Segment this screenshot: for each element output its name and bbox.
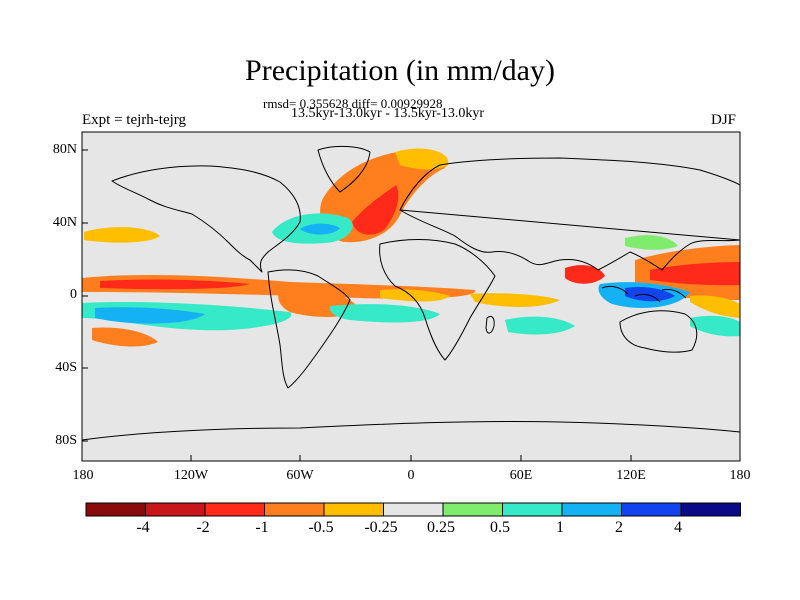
- anomaly-south-pacific-east-wet: [690, 315, 740, 337]
- anomaly-west-pacific-strong: [650, 262, 740, 286]
- colorbar-swatch: [621, 503, 681, 516]
- x-tick-label-0: 0: [407, 468, 415, 483]
- colorbar-label: -2: [196, 519, 210, 536]
- coast-south-america: [267, 269, 351, 389]
- coastlines: [81, 145, 741, 441]
- coast-maritime-islands: [601, 285, 687, 303]
- colorbar-swatch: [324, 503, 384, 516]
- anomaly-north-atlantic-wet-core: [300, 223, 340, 235]
- x-tick-label-120w: 120W: [173, 468, 209, 483]
- anomaly-greenland-sea: [395, 148, 449, 170]
- colorbar-frame: [85, 502, 741, 517]
- x-tick-label-180e: 180: [729, 468, 751, 483]
- colorbar-label: -4: [136, 519, 150, 536]
- anomaly-itcz-strong: [100, 279, 250, 290]
- period-label: 13.5kyr-13.0kyr - 13.5kyr-13.0kyr: [291, 106, 485, 121]
- colorbar-label: 4: [674, 519, 682, 536]
- colorbar-swatch: [681, 503, 741, 516]
- colorbar-swatch: [502, 503, 562, 516]
- stats-line: rmsd= 0.355628 diff= 0.00929928: [263, 96, 443, 111]
- colorbar-label: 0.5: [490, 519, 510, 536]
- anomaly-south-pacific-wet-core: [95, 307, 205, 324]
- axis-ticks: [82, 149, 632, 461]
- coast-antarctica: [81, 420, 741, 441]
- x-tick-label-60e: 60E: [509, 468, 533, 483]
- colorbar-swatch: [145, 503, 205, 516]
- anomaly-maritime-wet-core: [625, 286, 675, 302]
- y-tick-label-40s: 40S: [55, 360, 77, 375]
- anomaly-south-pacific-dry: [92, 327, 158, 347]
- colorbar-swatch: [264, 503, 324, 516]
- x-tick-label-120e: 120E: [616, 468, 646, 483]
- colorbar-swatch: [205, 503, 265, 516]
- anomaly-fields: [82, 148, 740, 347]
- coast-eurasia: [399, 157, 741, 271]
- anomaly-bay-of-bengal-dry: [565, 265, 605, 284]
- x-tick-label-180w: 180: [72, 468, 94, 483]
- colorbar: [85, 502, 741, 517]
- coast-greenland: [317, 145, 371, 193]
- colorbar-swatch: [443, 503, 503, 516]
- coast-africa: [379, 239, 496, 361]
- anomaly-indian-ocean-wet: [505, 316, 575, 335]
- plot-title: Precipitation (in mm/day): [245, 54, 555, 87]
- anomaly-north-atlantic-strong: [352, 185, 399, 235]
- anomaly-east-pacific-dry: [690, 295, 740, 318]
- y-tick-label-40n: 40N: [52, 215, 77, 230]
- anomaly-north-pacific: [84, 227, 160, 243]
- y-tick-label-eq: 0: [70, 287, 77, 302]
- season-label: DJF: [711, 112, 737, 128]
- y-tick-label-80s: 80S: [55, 433, 77, 448]
- coast-north-america: [111, 165, 301, 273]
- anomaly-indian-ocean-dry: [470, 293, 560, 307]
- colorbar-swatch: [562, 503, 622, 516]
- colorbar-label: 2: [615, 519, 623, 536]
- colorbar-label: 0.25: [427, 519, 455, 536]
- colorbar-label: 1: [556, 519, 564, 536]
- colorbar-label: -0.25: [364, 519, 398, 536]
- colorbar-label: -1: [255, 519, 269, 536]
- anomaly-south-atlantic-dry: [380, 289, 450, 302]
- x-tick-label-60w: 60W: [286, 468, 314, 483]
- anomaly-south-atlantic-wet: [329, 304, 440, 323]
- experiment-label: Expt = tejrh-tejrg: [82, 112, 186, 128]
- colorbar-swatch: [383, 503, 443, 516]
- colorbar-swatch: [86, 503, 146, 516]
- coast-madagascar: [485, 315, 495, 334]
- y-tick-label-80n: 80N: [52, 142, 77, 157]
- anomaly-east-asia-wet: [625, 235, 678, 250]
- coast-australia: [619, 310, 698, 353]
- colorbar-label: -0.5: [308, 519, 334, 536]
